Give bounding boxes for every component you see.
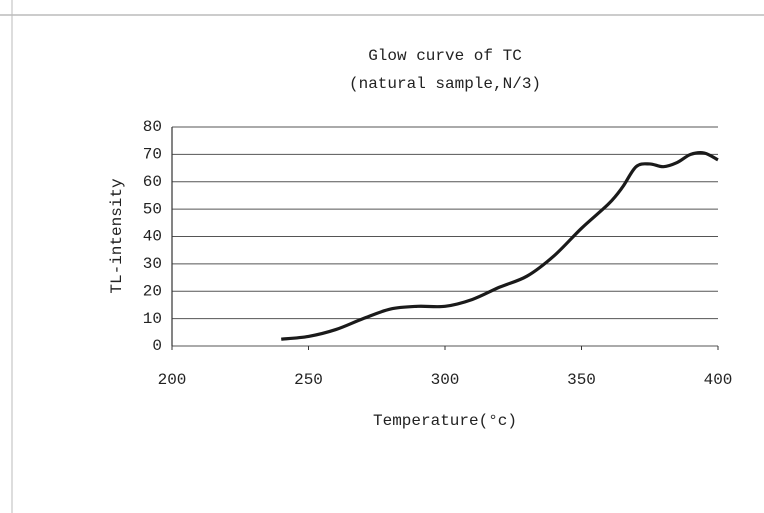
x-tick-label: 250: [294, 371, 323, 389]
y-tick-label: 60: [143, 173, 162, 191]
x-axis-label: Temperature(°c): [373, 412, 517, 430]
y-tick-label: 0: [152, 337, 162, 355]
y-tick-label: 10: [143, 310, 162, 328]
y-tick-label: 40: [143, 228, 162, 246]
data-line: [281, 151, 719, 341]
x-tick-label: 400: [704, 371, 733, 389]
x-tick-label: 300: [431, 371, 460, 389]
y-axis-label: TL-intensity: [108, 178, 126, 294]
y-tick-label: 20: [143, 282, 162, 300]
y-tick-label: 30: [143, 255, 162, 273]
x-tick-label: 200: [158, 371, 187, 389]
y-tick-label: 80: [143, 118, 162, 136]
chart-subtitle: (natural sample,N/3): [349, 75, 541, 93]
y-tick-label: 50: [143, 200, 162, 218]
y-tick-label: 70: [143, 146, 162, 164]
chart-title: Glow curve of TC: [368, 47, 522, 65]
x-tick-label: 350: [567, 371, 596, 389]
